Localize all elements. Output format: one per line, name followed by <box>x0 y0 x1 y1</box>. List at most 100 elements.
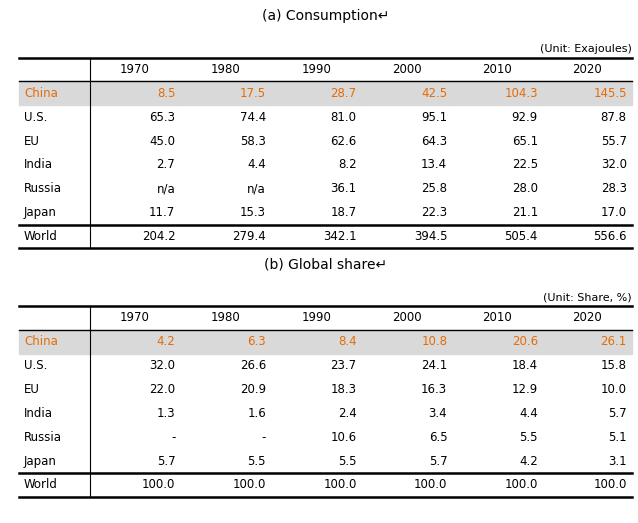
Text: 1970: 1970 <box>120 311 150 324</box>
Text: 26.6: 26.6 <box>240 359 266 372</box>
Text: 6.5: 6.5 <box>429 431 447 444</box>
Text: -: - <box>171 431 175 444</box>
Text: 58.3: 58.3 <box>240 134 266 147</box>
Text: 5.5: 5.5 <box>519 431 538 444</box>
Text: 26.1: 26.1 <box>600 335 627 348</box>
Text: 18.3: 18.3 <box>330 383 357 396</box>
Text: 4.4: 4.4 <box>519 407 538 420</box>
Text: 1.3: 1.3 <box>157 407 175 420</box>
Text: 2010: 2010 <box>482 63 512 76</box>
Bar <box>452 330 543 354</box>
Text: 32.0: 32.0 <box>601 158 627 172</box>
Text: 279.4: 279.4 <box>232 230 266 243</box>
Bar <box>271 82 362 105</box>
Text: 5.7: 5.7 <box>608 407 627 420</box>
Text: (Unit: Share, %): (Unit: Share, %) <box>543 292 632 302</box>
Text: 15.3: 15.3 <box>240 206 266 219</box>
Text: 32.0: 32.0 <box>149 359 175 372</box>
Text: 10.6: 10.6 <box>330 431 357 444</box>
Text: India: India <box>24 407 53 420</box>
Text: 28.7: 28.7 <box>330 87 357 100</box>
Bar <box>89 330 180 354</box>
Bar <box>543 82 632 105</box>
Text: 55.7: 55.7 <box>601 134 627 147</box>
Text: 12.9: 12.9 <box>512 383 538 396</box>
Bar <box>19 330 89 354</box>
Text: n/a: n/a <box>156 183 175 195</box>
Text: 3.1: 3.1 <box>608 454 627 468</box>
Text: 342.1: 342.1 <box>323 230 357 243</box>
Text: U.S.: U.S. <box>24 111 47 123</box>
Text: 8.5: 8.5 <box>157 87 175 100</box>
Text: Russia: Russia <box>24 183 62 195</box>
Text: -: - <box>262 431 266 444</box>
Text: 62.6: 62.6 <box>330 134 357 147</box>
Text: 3.4: 3.4 <box>429 407 447 420</box>
Text: 15.8: 15.8 <box>601 359 627 372</box>
Text: EU: EU <box>24 134 40 147</box>
Text: 6.3: 6.3 <box>248 335 266 348</box>
Bar <box>89 82 180 105</box>
Text: 2000: 2000 <box>392 63 422 76</box>
Text: 28.0: 28.0 <box>512 183 538 195</box>
Text: 22.5: 22.5 <box>512 158 538 172</box>
Text: 2.4: 2.4 <box>338 407 357 420</box>
Text: 8.4: 8.4 <box>338 335 357 348</box>
Bar <box>543 330 632 354</box>
Text: 10.0: 10.0 <box>601 383 627 396</box>
Text: 100.0: 100.0 <box>414 479 447 492</box>
Text: 65.1: 65.1 <box>512 134 538 147</box>
Text: 8.2: 8.2 <box>338 158 357 172</box>
Text: 10.8: 10.8 <box>421 335 447 348</box>
Bar <box>180 330 271 354</box>
Text: China: China <box>24 87 58 100</box>
Text: 22.0: 22.0 <box>149 383 175 396</box>
Text: EU: EU <box>24 383 40 396</box>
Text: 92.9: 92.9 <box>512 111 538 123</box>
Text: 5.1: 5.1 <box>608 431 627 444</box>
Text: 81.0: 81.0 <box>330 111 357 123</box>
Text: 100.0: 100.0 <box>323 479 357 492</box>
Text: 2020: 2020 <box>572 311 602 324</box>
Text: 4.2: 4.2 <box>519 454 538 468</box>
Text: 36.1: 36.1 <box>330 183 357 195</box>
Text: 4.4: 4.4 <box>247 158 266 172</box>
Text: 2010: 2010 <box>482 311 512 324</box>
Text: (b) Global share↵: (b) Global share↵ <box>264 258 387 271</box>
Text: 20.9: 20.9 <box>240 383 266 396</box>
Text: 204.2: 204.2 <box>142 230 175 243</box>
Text: n/a: n/a <box>247 183 266 195</box>
Text: 556.6: 556.6 <box>593 230 627 243</box>
Text: 2000: 2000 <box>392 311 422 324</box>
Text: 5.7: 5.7 <box>157 454 175 468</box>
Text: (Unit: Exajoules): (Unit: Exajoules) <box>540 44 632 54</box>
Bar <box>180 82 271 105</box>
Text: Japan: Japan <box>24 454 57 468</box>
Text: 2.7: 2.7 <box>156 158 175 172</box>
Text: 100.0: 100.0 <box>142 479 175 492</box>
Bar <box>362 82 452 105</box>
Text: 1990: 1990 <box>301 63 331 76</box>
Text: 74.4: 74.4 <box>240 111 266 123</box>
Text: 2020: 2020 <box>572 63 602 76</box>
Text: 17.5: 17.5 <box>240 87 266 100</box>
Text: 1.6: 1.6 <box>247 407 266 420</box>
Text: 20.6: 20.6 <box>512 335 538 348</box>
Text: 17.0: 17.0 <box>600 206 627 219</box>
Text: 5.5: 5.5 <box>338 454 357 468</box>
Text: 25.8: 25.8 <box>421 183 447 195</box>
Text: 1980: 1980 <box>211 311 241 324</box>
Bar <box>271 330 362 354</box>
Text: 1990: 1990 <box>301 311 331 324</box>
Text: 104.3: 104.3 <box>505 87 538 100</box>
Bar <box>452 82 543 105</box>
Text: 100.0: 100.0 <box>233 479 266 492</box>
Text: Russia: Russia <box>24 431 62 444</box>
Text: 394.5: 394.5 <box>414 230 447 243</box>
Text: 18.4: 18.4 <box>512 359 538 372</box>
Text: 64.3: 64.3 <box>421 134 447 147</box>
Text: 5.7: 5.7 <box>429 454 447 468</box>
Text: 1970: 1970 <box>120 63 150 76</box>
Text: World: World <box>24 479 58 492</box>
Text: (a) Consumption↵: (a) Consumption↵ <box>262 9 389 23</box>
